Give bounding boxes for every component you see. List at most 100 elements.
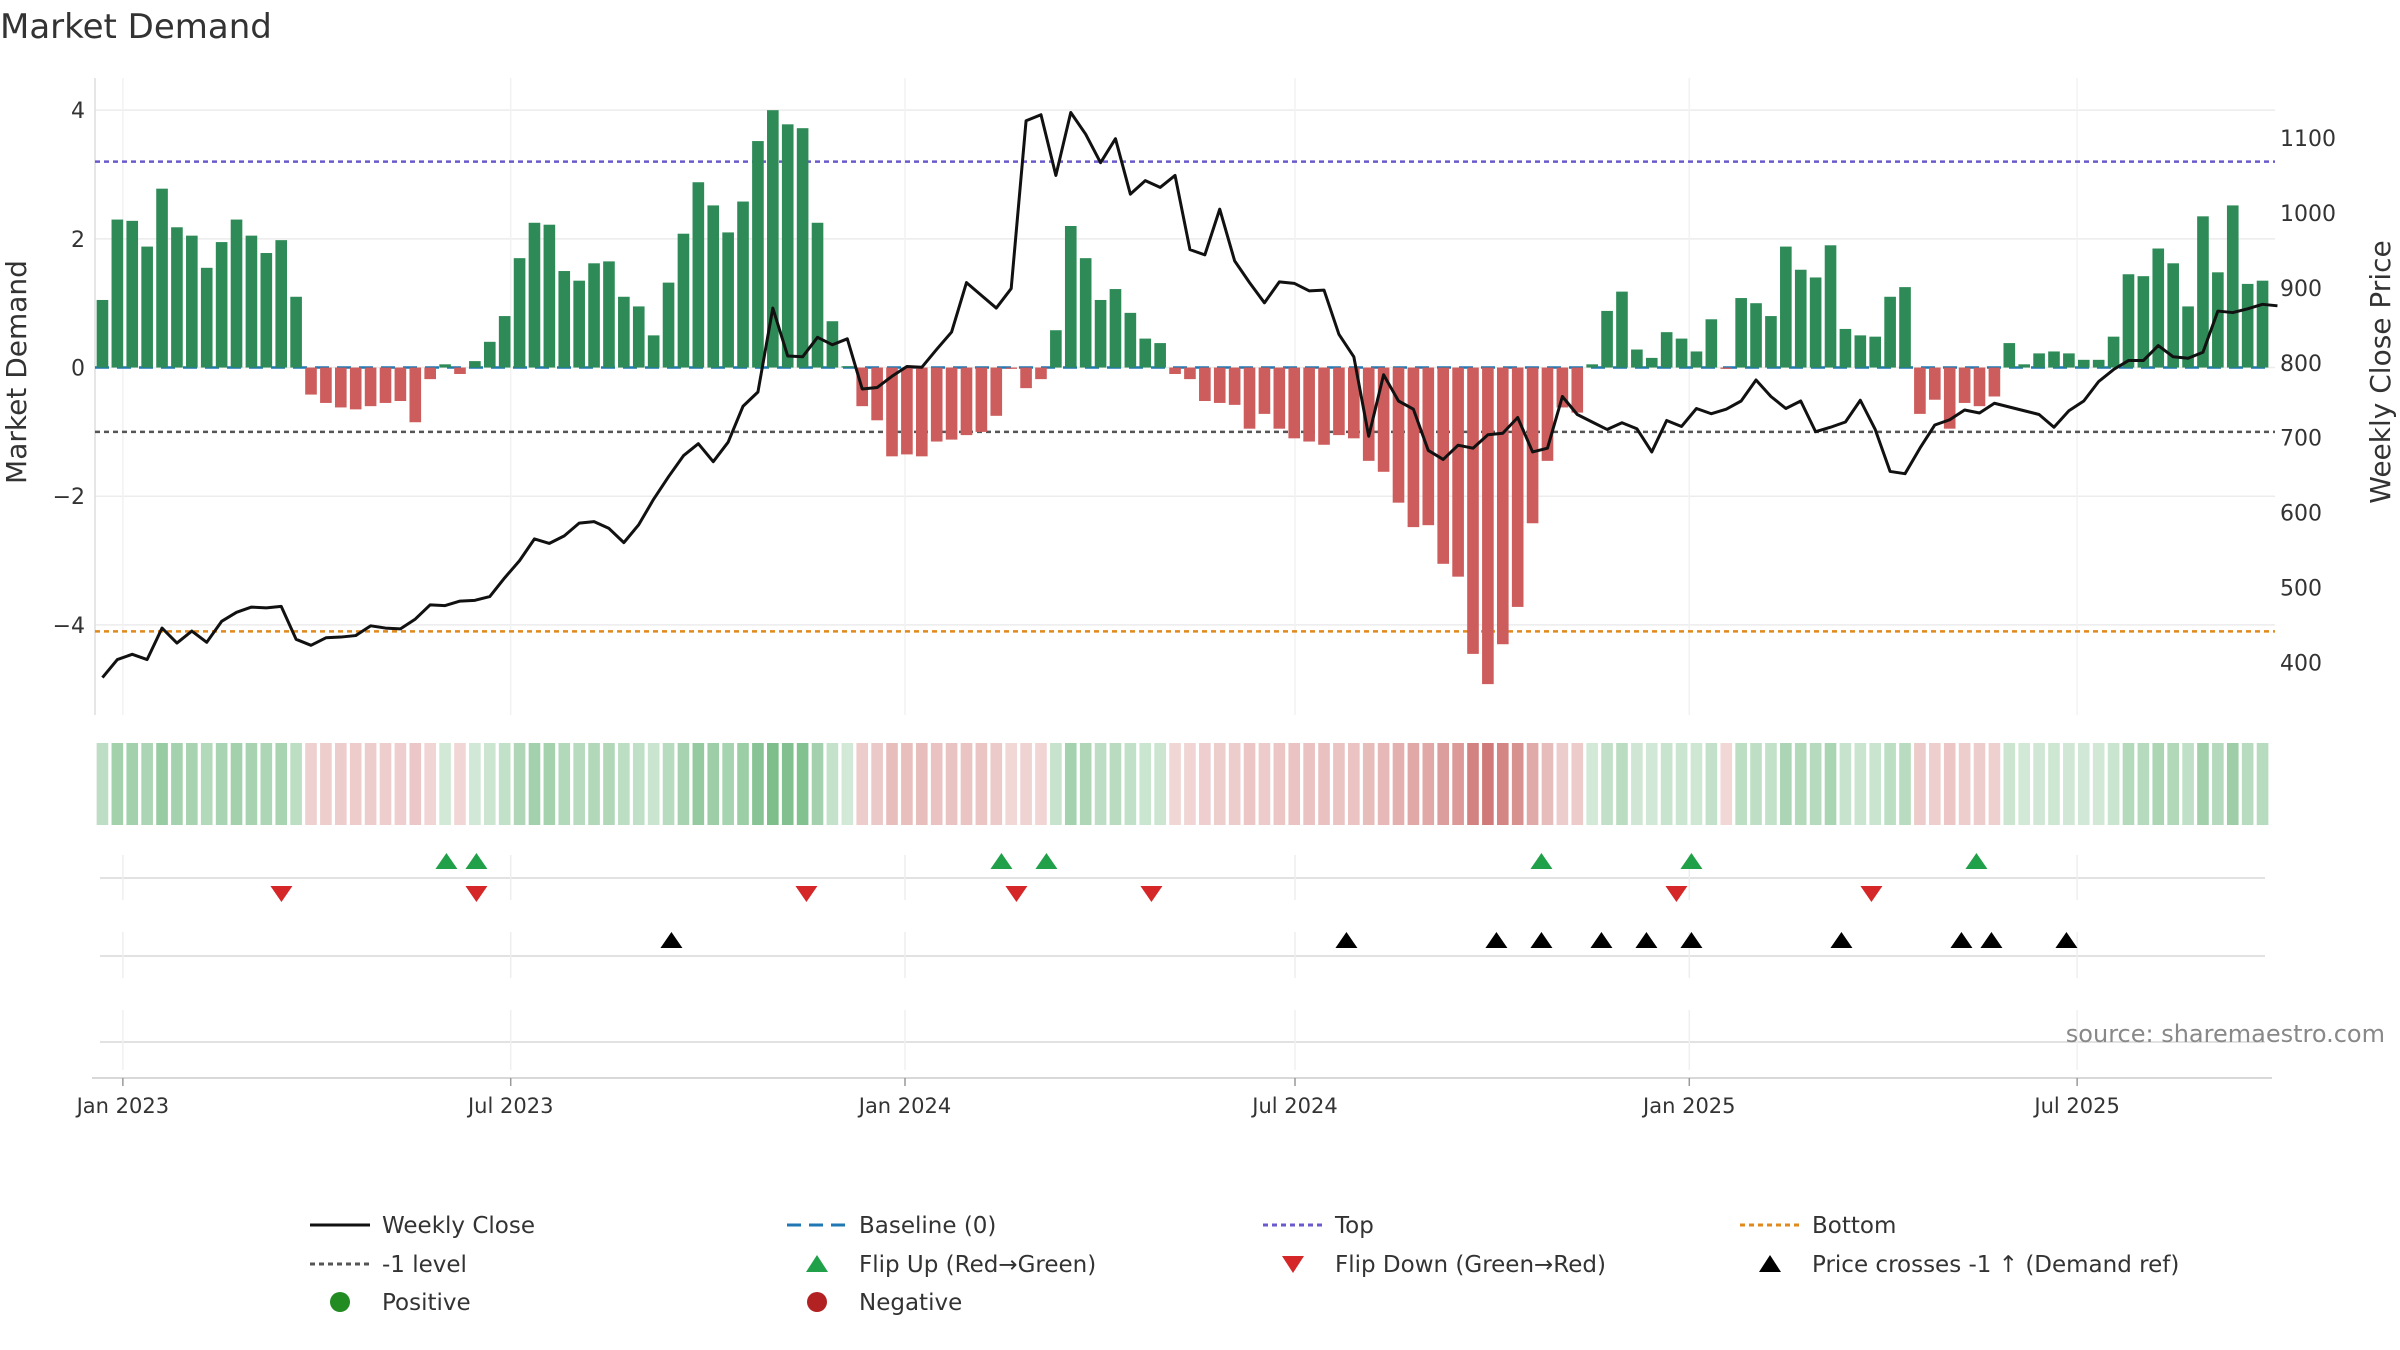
legend-item: Flip Down (Green→Red) bbox=[1282, 1252, 1606, 1278]
demand-bar bbox=[1765, 316, 1777, 368]
demand-bar bbox=[1750, 303, 1762, 368]
demand-bar bbox=[2092, 359, 2105, 368]
demand-bar bbox=[498, 316, 511, 368]
y-tick-label: −2 bbox=[53, 485, 85, 510]
heat-cell bbox=[2241, 743, 2254, 825]
heat-cell bbox=[290, 743, 302, 825]
demand-bar bbox=[513, 258, 526, 368]
demand-bar bbox=[1154, 343, 1166, 368]
demand-bar bbox=[469, 361, 481, 368]
demand-bar bbox=[483, 341, 496, 368]
demand-bar bbox=[722, 232, 734, 368]
x-tick-label: Jul 2023 bbox=[466, 1094, 553, 1118]
demand-bar bbox=[2063, 353, 2075, 368]
demand-bar bbox=[1720, 367, 1733, 369]
heat-cell bbox=[469, 743, 481, 825]
heat-cell bbox=[1050, 743, 1062, 825]
demand-bar bbox=[886, 367, 898, 457]
heat-cell bbox=[230, 743, 243, 825]
heat-cell bbox=[439, 743, 451, 825]
demand-bar bbox=[1020, 367, 1032, 389]
demand-bar bbox=[1899, 287, 1911, 368]
demand-bar bbox=[1794, 269, 1807, 368]
flip-down-marker bbox=[1665, 886, 1688, 902]
y2-tick-label: 600 bbox=[2280, 502, 2322, 527]
heat-cell bbox=[96, 743, 109, 825]
flip-up-marker bbox=[465, 853, 488, 869]
demand-bars bbox=[96, 110, 2269, 685]
demand-bar bbox=[1929, 367, 1941, 400]
legend-label: Price crosses -1 ↑ (Demand ref) bbox=[1812, 1252, 2179, 1278]
demand-bar bbox=[2018, 364, 2031, 368]
heat-cell bbox=[1362, 743, 1375, 825]
heat-cell bbox=[1645, 743, 1658, 825]
heat-cell bbox=[1794, 743, 1807, 825]
heat-cell bbox=[692, 743, 705, 825]
demand-bar bbox=[320, 367, 332, 403]
price-cross-marker bbox=[1530, 932, 1553, 948]
heat-cell bbox=[1899, 743, 1911, 825]
heat-cell bbox=[1571, 743, 1584, 825]
heat-cell bbox=[1616, 743, 1628, 825]
heat-cell bbox=[960, 743, 973, 825]
heat-cell bbox=[841, 743, 854, 825]
demand-bar bbox=[1213, 367, 1226, 403]
flip-down-marker bbox=[270, 886, 293, 902]
heat-cell bbox=[349, 743, 362, 825]
heat-cell bbox=[141, 743, 153, 825]
legend-item: Positive bbox=[330, 1290, 471, 1316]
x-tick-label: Jul 2025 bbox=[2032, 1094, 2119, 1118]
heat-cell bbox=[767, 743, 779, 825]
flip-down-marker bbox=[1140, 886, 1163, 902]
heat-cell bbox=[245, 743, 258, 825]
heat-cell bbox=[811, 743, 824, 825]
demand-bar bbox=[930, 367, 943, 442]
demand-bar bbox=[1735, 298, 1747, 368]
demand-bar bbox=[1124, 312, 1137, 368]
demand-bar bbox=[1988, 367, 2001, 397]
heat-cell bbox=[1690, 743, 1703, 825]
demand-bar bbox=[960, 367, 973, 436]
legend-item: Flip Up (Red→Green) bbox=[806, 1252, 1096, 1278]
heat-cell bbox=[111, 743, 124, 825]
heat-cell bbox=[2182, 743, 2194, 825]
legend-label: Bottom bbox=[1812, 1213, 1896, 1239]
demand-bar bbox=[1914, 367, 1926, 414]
demand-bar bbox=[1467, 367, 1479, 654]
y2-tick-label: 900 bbox=[2280, 277, 2322, 302]
legend-label: Top bbox=[1334, 1213, 1374, 1239]
demand-bar bbox=[1496, 367, 1509, 645]
heat-cell bbox=[915, 743, 928, 825]
legend-label: Weekly Close bbox=[382, 1213, 535, 1239]
demand-bar bbox=[439, 364, 451, 368]
heat-cell bbox=[1556, 743, 1569, 825]
heat-cell bbox=[990, 743, 1003, 825]
legend-label: Flip Up (Red→Green) bbox=[859, 1252, 1096, 1278]
demand-bar bbox=[1556, 367, 1569, 408]
heat-cell bbox=[156, 743, 168, 825]
heat-cell bbox=[334, 743, 347, 825]
heat-cell bbox=[1452, 743, 1464, 825]
demand-bar bbox=[677, 233, 690, 368]
heat-cell bbox=[1109, 743, 1122, 825]
heat-cell bbox=[1720, 743, 1733, 825]
heat-cell bbox=[1511, 743, 1524, 825]
y-axis-label: Market Demand bbox=[0, 260, 33, 484]
heat-cell bbox=[1482, 743, 1494, 825]
heat-cell bbox=[1288, 743, 1301, 825]
y2-tick-label: 700 bbox=[2280, 427, 2322, 452]
demand-bar bbox=[1109, 289, 1122, 368]
demand-bar bbox=[409, 367, 422, 423]
heat-cell bbox=[1958, 743, 1971, 825]
heat-cell bbox=[394, 743, 407, 825]
heat-cell bbox=[454, 743, 466, 825]
main-panel: 4 2 0 −2 −4 1100 1000 900 800 700 600 500 400 Marke… bbox=[0, 78, 2397, 715]
heat-cell bbox=[871, 743, 883, 825]
heat-cell bbox=[1884, 743, 1896, 825]
demand-bar bbox=[1094, 299, 1107, 368]
demand-bar bbox=[245, 235, 258, 368]
flip-up-marker bbox=[1965, 853, 1988, 869]
demand-bar bbox=[1943, 367, 1956, 429]
legend-item: Negative bbox=[807, 1290, 962, 1316]
heat-cell bbox=[1348, 743, 1360, 825]
